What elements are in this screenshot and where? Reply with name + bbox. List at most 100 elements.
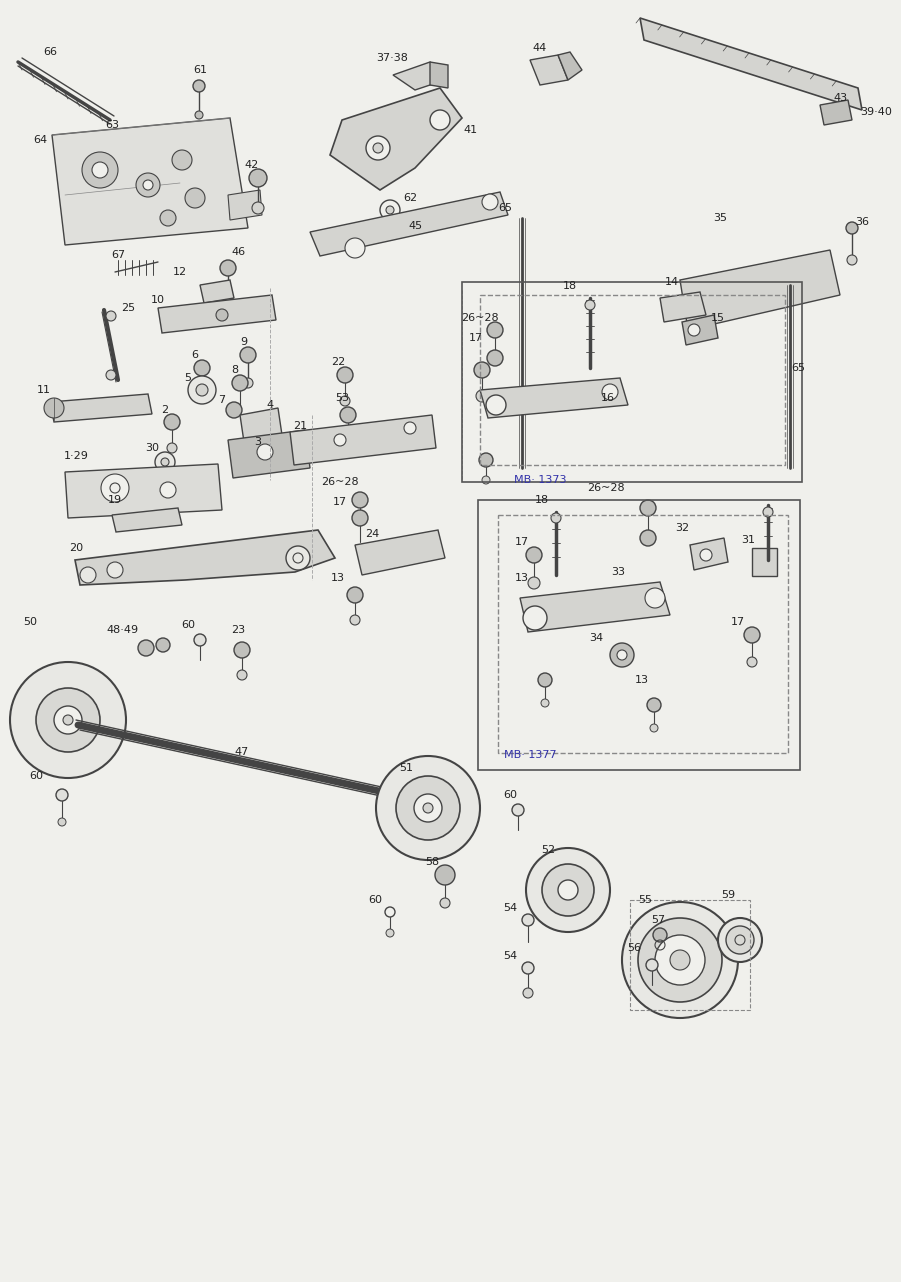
Circle shape <box>82 153 118 188</box>
Circle shape <box>56 788 68 801</box>
Circle shape <box>376 756 480 860</box>
Text: 51: 51 <box>399 763 413 773</box>
Circle shape <box>846 222 858 235</box>
Text: 18: 18 <box>563 281 577 291</box>
Circle shape <box>435 865 455 885</box>
Text: 64: 64 <box>33 135 47 145</box>
Circle shape <box>345 238 365 258</box>
Circle shape <box>347 587 363 603</box>
Circle shape <box>36 688 100 753</box>
Text: 46: 46 <box>231 247 245 256</box>
Text: 48·49: 48·49 <box>106 626 138 635</box>
Circle shape <box>622 903 738 1018</box>
Circle shape <box>747 656 757 667</box>
Text: 23: 23 <box>231 626 245 635</box>
Text: 10: 10 <box>151 295 165 305</box>
Circle shape <box>474 362 490 378</box>
Text: 9: 9 <box>241 337 248 347</box>
Circle shape <box>232 376 248 391</box>
Circle shape <box>337 367 353 383</box>
Text: 50: 50 <box>23 617 37 627</box>
Circle shape <box>136 173 160 197</box>
Circle shape <box>63 715 73 726</box>
Circle shape <box>653 928 667 942</box>
Text: 61: 61 <box>193 65 207 76</box>
Text: 31: 31 <box>741 535 755 545</box>
Text: 54: 54 <box>503 903 517 913</box>
Circle shape <box>164 414 180 429</box>
Polygon shape <box>558 53 582 79</box>
Circle shape <box>234 642 250 658</box>
Text: 18: 18 <box>535 495 549 505</box>
Circle shape <box>487 350 503 365</box>
Circle shape <box>542 864 594 917</box>
Circle shape <box>54 706 82 735</box>
Circle shape <box>44 397 64 418</box>
Circle shape <box>343 435 353 445</box>
Text: 3: 3 <box>254 437 261 447</box>
Circle shape <box>237 670 247 679</box>
Text: 43: 43 <box>833 94 847 103</box>
Text: 19: 19 <box>108 495 122 505</box>
Text: 60: 60 <box>368 895 382 905</box>
Circle shape <box>386 929 394 937</box>
Circle shape <box>670 950 690 970</box>
Circle shape <box>763 506 773 517</box>
Text: 65: 65 <box>791 363 805 373</box>
Polygon shape <box>690 538 728 570</box>
Circle shape <box>58 818 66 826</box>
Polygon shape <box>660 292 706 322</box>
Circle shape <box>240 347 256 363</box>
Circle shape <box>396 776 460 840</box>
Circle shape <box>523 606 547 629</box>
Text: 4: 4 <box>267 400 274 410</box>
Polygon shape <box>393 62 445 90</box>
Circle shape <box>226 403 242 418</box>
Text: 60: 60 <box>181 620 195 629</box>
Circle shape <box>160 482 176 497</box>
Circle shape <box>688 324 700 336</box>
Text: 13: 13 <box>635 676 649 685</box>
Circle shape <box>528 577 540 588</box>
Text: 24: 24 <box>365 529 379 538</box>
Polygon shape <box>820 100 852 126</box>
Circle shape <box>92 162 108 178</box>
Circle shape <box>107 562 123 578</box>
Circle shape <box>243 378 253 388</box>
Polygon shape <box>240 408 282 442</box>
Circle shape <box>487 322 503 338</box>
Circle shape <box>101 474 129 503</box>
Bar <box>462 282 802 482</box>
Circle shape <box>404 422 416 435</box>
Circle shape <box>366 136 390 160</box>
Polygon shape <box>430 62 448 88</box>
Circle shape <box>476 390 488 403</box>
Circle shape <box>252 203 264 214</box>
Polygon shape <box>65 464 222 518</box>
Text: 2: 2 <box>161 405 168 415</box>
Circle shape <box>161 458 169 465</box>
Text: 63: 63 <box>105 121 119 129</box>
Circle shape <box>645 588 665 608</box>
Circle shape <box>10 662 126 778</box>
Circle shape <box>216 309 228 320</box>
Text: 1·29: 1·29 <box>64 451 88 462</box>
Circle shape <box>373 144 383 153</box>
Text: 60: 60 <box>503 790 517 800</box>
Text: 30: 30 <box>145 444 159 453</box>
Circle shape <box>155 453 175 472</box>
Polygon shape <box>480 378 628 418</box>
Circle shape <box>744 627 760 644</box>
Text: 35: 35 <box>713 213 727 223</box>
Text: 17: 17 <box>731 617 745 627</box>
Circle shape <box>188 376 216 404</box>
Text: 17: 17 <box>469 333 483 344</box>
Circle shape <box>522 914 534 926</box>
Circle shape <box>512 804 524 817</box>
Circle shape <box>352 492 368 508</box>
Text: 52: 52 <box>541 845 555 855</box>
Text: 55: 55 <box>638 895 652 905</box>
Text: 32: 32 <box>675 523 689 533</box>
Text: 26~28: 26~28 <box>461 313 499 323</box>
Circle shape <box>156 638 170 653</box>
